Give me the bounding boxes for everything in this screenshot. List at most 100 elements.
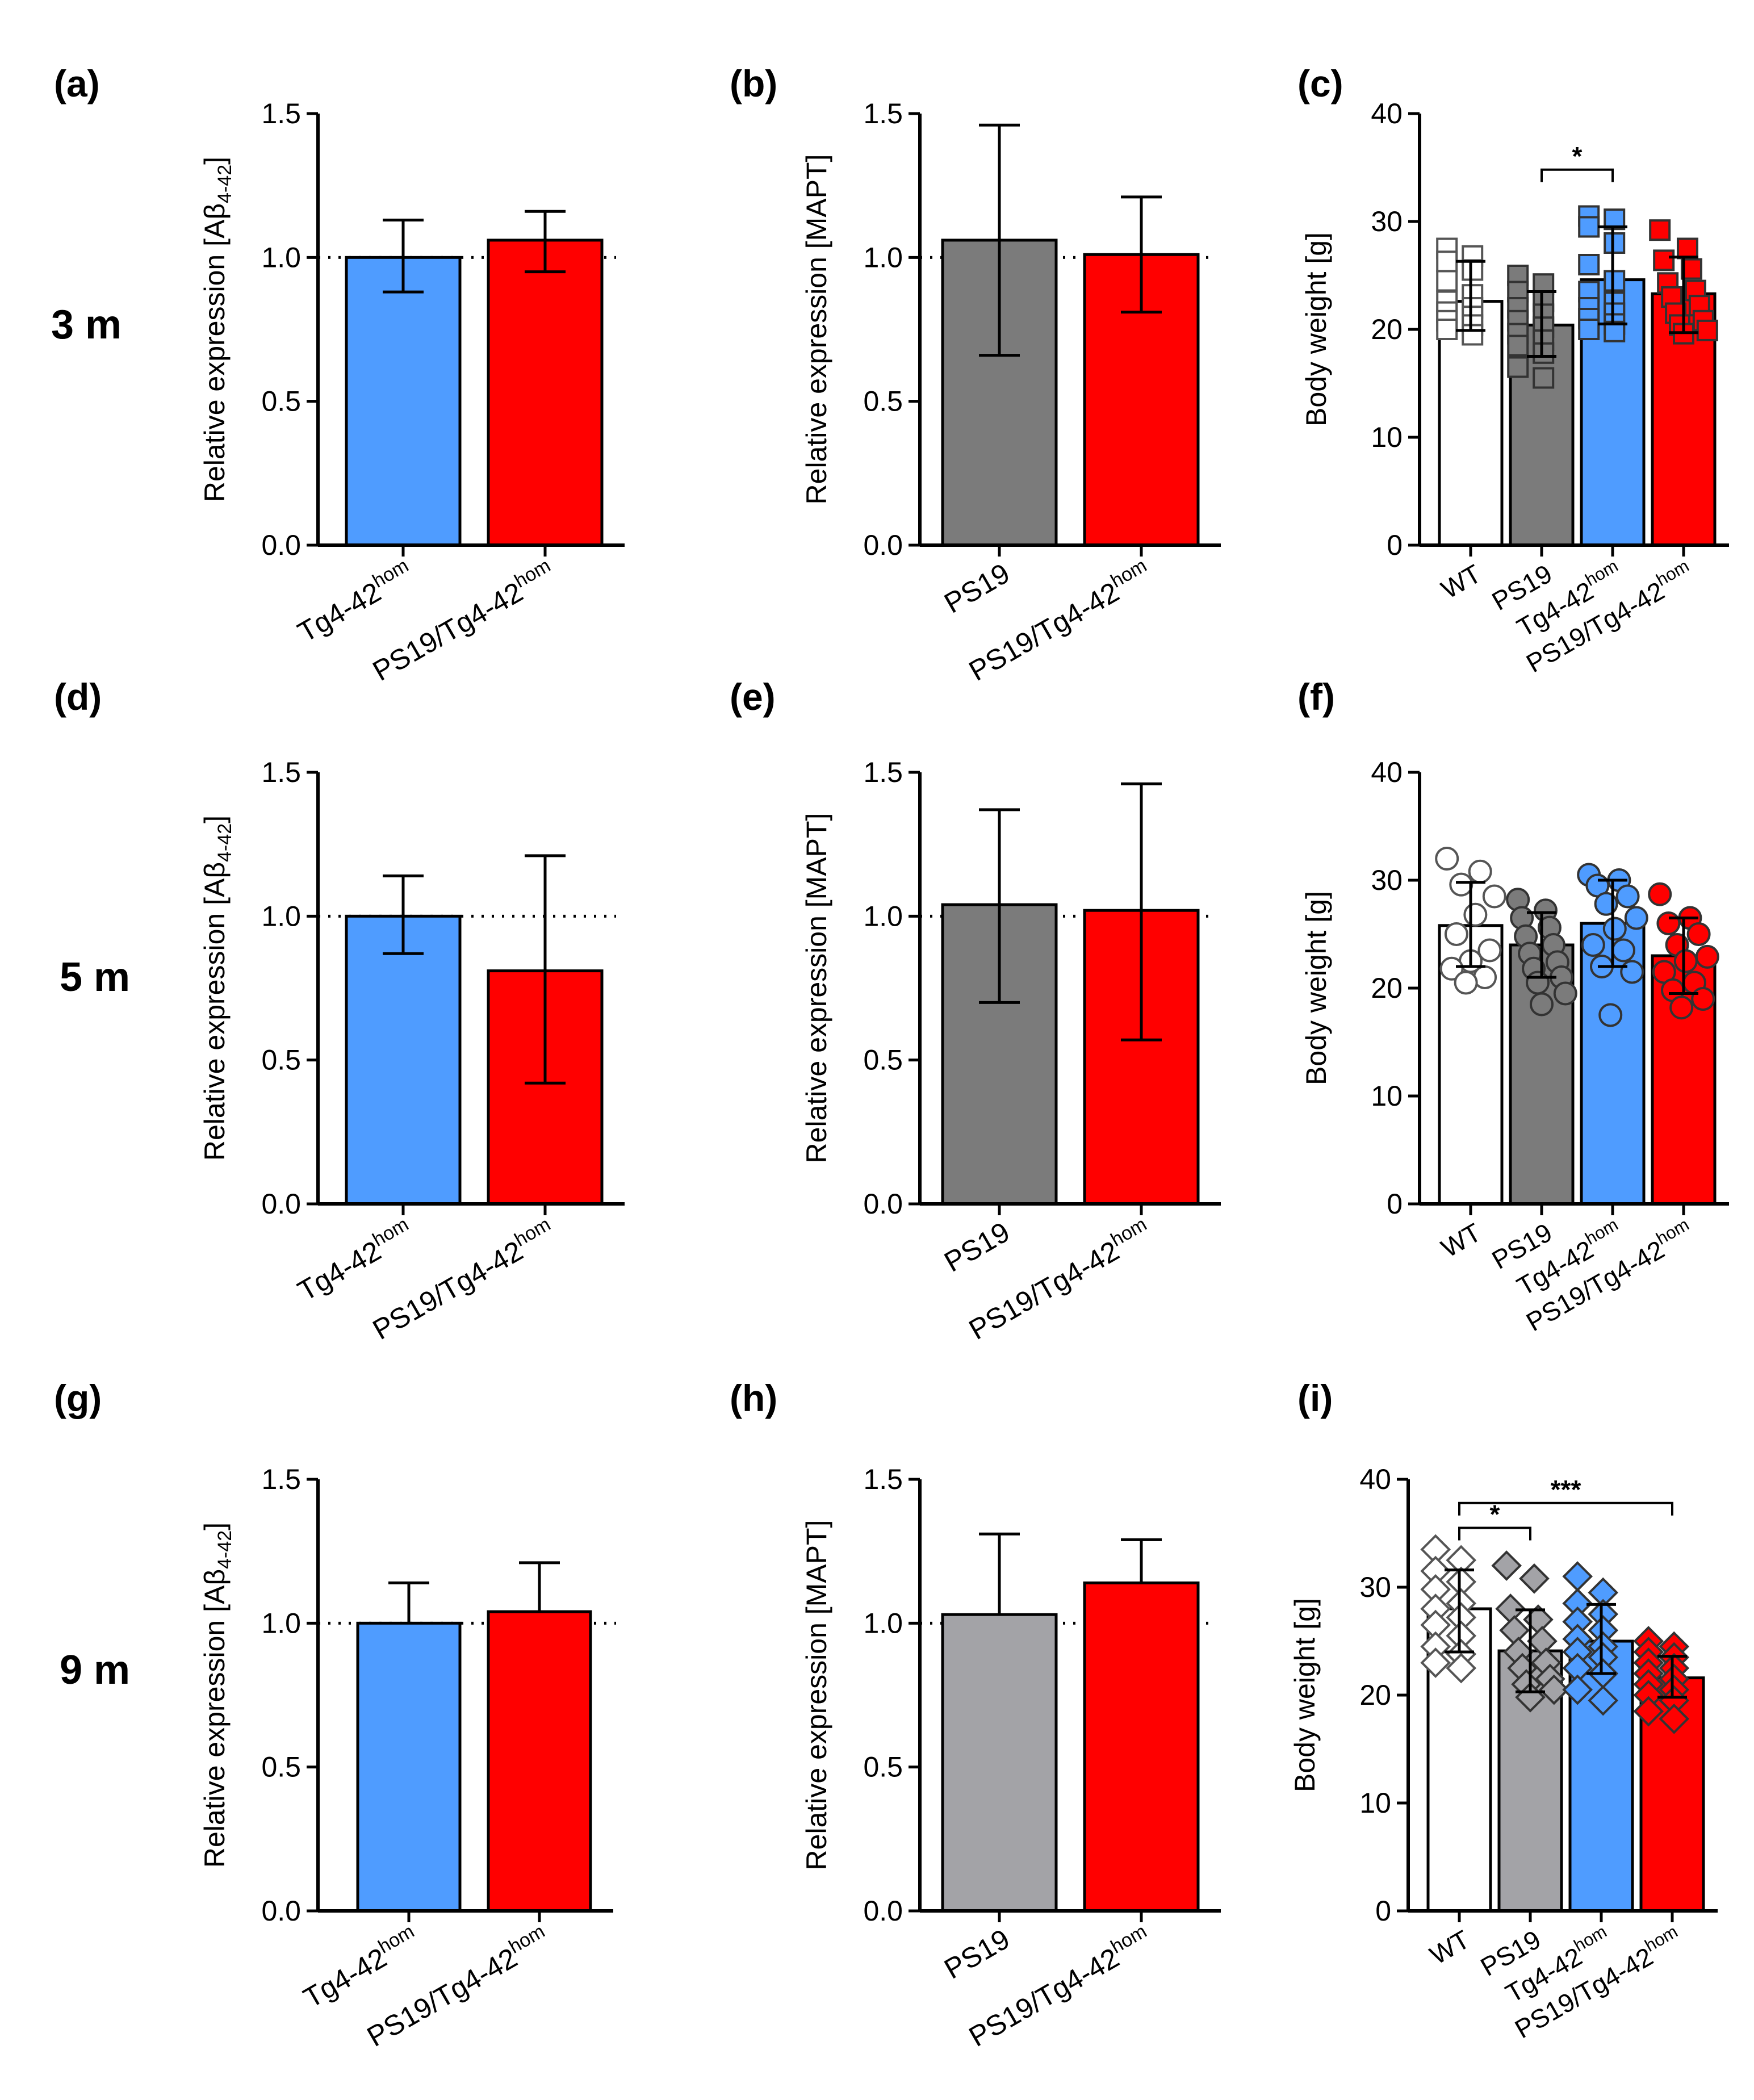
panel-label: (b) — [730, 62, 777, 104]
y-tick-label: 0.5 — [261, 1751, 301, 1783]
bar — [1083, 1581, 1200, 1913]
data-point — [1449, 872, 1473, 897]
data-point — [1533, 367, 1555, 389]
y-tick-label: 40 — [1371, 756, 1403, 788]
panel-label: (a) — [54, 62, 100, 104]
bar — [941, 1613, 1058, 1913]
y-tick-label: 1.0 — [261, 900, 301, 932]
panel-label: (c) — [1297, 62, 1343, 104]
data-point — [1530, 992, 1554, 1016]
significance-label: *** — [1551, 1475, 1581, 1504]
data-point — [1519, 1563, 1550, 1594]
y-axis-label: Relative expression [Aβ4-42] — [199, 815, 236, 1161]
data-point — [1680, 258, 1702, 280]
bar — [487, 239, 604, 547]
data-point — [1656, 911, 1681, 935]
panel-label: (h) — [730, 1377, 777, 1419]
data-point — [1578, 216, 1600, 238]
data-point — [1604, 232, 1626, 254]
significance-label: * — [1572, 141, 1583, 171]
data-point — [1669, 995, 1694, 1020]
y-tick-label: 1.0 — [863, 1607, 903, 1639]
y-axis-label: Relative expression [Aβ4-42] — [199, 1522, 236, 1868]
y-tick-label: 0.5 — [261, 1044, 301, 1076]
y-tick-label: 0.5 — [261, 386, 301, 417]
data-point — [1553, 981, 1577, 1006]
data-point — [1676, 237, 1698, 260]
y-tick-label: 1.5 — [863, 756, 903, 788]
data-point — [1695, 944, 1719, 969]
y-tick-label: 40 — [1371, 98, 1403, 129]
y-tick-label: 1.0 — [863, 900, 903, 932]
y-tick-label: 0.0 — [261, 529, 301, 561]
y-tick-label: 0.0 — [261, 1188, 301, 1220]
data-point — [1562, 1674, 1593, 1705]
data-point — [1581, 933, 1605, 957]
data-point — [1446, 1653, 1477, 1684]
y-tick-label: 20 — [1359, 1679, 1391, 1711]
panel-c: (c)Body weight [g]WT PS19Tg4-42homPS19/Tg… — [1297, 62, 1729, 678]
y-tick-label: 0 — [1387, 529, 1403, 561]
data-point — [1588, 1685, 1619, 1716]
y-axis-label: Relative expression [MAPT] — [801, 154, 832, 505]
y-tick-label: 10 — [1371, 1080, 1403, 1112]
data-point — [1659, 1703, 1690, 1734]
data-point — [1602, 917, 1627, 941]
y-axis-label: Body weight [g] — [1289, 1598, 1321, 1792]
y-tick-label: 0.5 — [863, 1751, 903, 1783]
data-point — [1482, 884, 1506, 909]
y-tick-label: 0.0 — [863, 1895, 903, 1927]
y-tick-label: 1.5 — [863, 1463, 903, 1495]
data-point — [1673, 949, 1698, 973]
data-point — [1649, 219, 1671, 241]
data-point — [1538, 1674, 1569, 1705]
significance-label: * — [1490, 1500, 1500, 1529]
data-point — [1696, 319, 1718, 341]
row-label-9m: 9 m — [60, 1647, 130, 1693]
bar — [487, 1610, 592, 1913]
data-point — [1436, 319, 1458, 340]
y-tick-label: 0.5 — [863, 1044, 903, 1076]
data-point — [1462, 259, 1484, 281]
significance-bracket — [1458, 1501, 1673, 1516]
panel-e: (e)Relative expression [MAPT]PS19PS19/Tg… — [730, 676, 1221, 1346]
y-tick-label: 20 — [1371, 972, 1403, 1004]
y-tick-label: 1.5 — [863, 98, 903, 129]
data-point — [1615, 884, 1640, 909]
y-tick-label: 20 — [1371, 313, 1403, 345]
data-point — [1633, 1696, 1664, 1727]
data-point — [1491, 1550, 1522, 1581]
y-tick-label: 1.5 — [261, 756, 301, 788]
y-tick-label: 40 — [1359, 1463, 1391, 1495]
y-tick-label: 30 — [1371, 864, 1403, 896]
data-point — [1507, 334, 1529, 357]
y-tick-label: 0 — [1387, 1188, 1403, 1220]
panel-label: (d) — [54, 676, 102, 718]
data-point — [1463, 902, 1488, 927]
data-point — [1578, 254, 1600, 275]
bar — [345, 256, 462, 547]
y-tick-label: 1.0 — [261, 1607, 301, 1639]
data-point — [1533, 342, 1555, 364]
panel-label: (g) — [54, 1377, 102, 1419]
y-axis-label: Relative expression [MAPT] — [801, 813, 832, 1164]
panel-label: (e) — [730, 676, 776, 718]
y-axis-label: Relative expression [Aβ4-42] — [199, 157, 236, 502]
data-point — [1477, 938, 1502, 963]
data-point — [1611, 938, 1635, 963]
data-point — [1686, 922, 1711, 946]
data-point — [1620, 960, 1644, 984]
significance-bracket — [1458, 1526, 1531, 1541]
y-tick-label: 0 — [1375, 1895, 1391, 1927]
y-tick-label: 1.5 — [261, 98, 301, 129]
y-tick-label: 10 — [1359, 1787, 1391, 1819]
data-point — [1444, 922, 1468, 946]
data-point — [1604, 270, 1626, 292]
y-tick-label: 1.0 — [261, 241, 301, 273]
y-tick-label: 1.0 — [863, 241, 903, 273]
y-axis-label: Relative expression [MAPT] — [801, 1520, 832, 1871]
row-label-5m: 5 m — [60, 955, 130, 1000]
data-point — [1624, 906, 1648, 930]
y-tick-label: 0.0 — [863, 1188, 903, 1220]
y-tick-label: 0.0 — [261, 1895, 301, 1927]
